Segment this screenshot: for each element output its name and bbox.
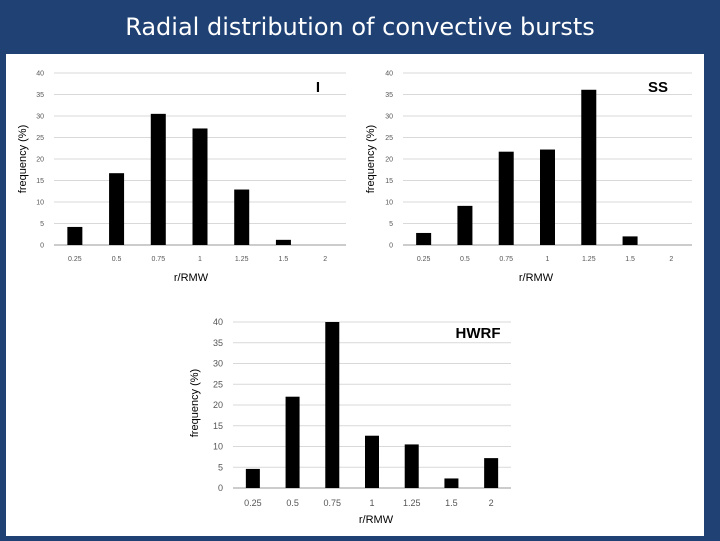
chart-i-ytick-label: 20: [36, 156, 44, 163]
chart-i-xlabel: r/RMW: [174, 272, 209, 284]
chart-i-xtick-label: 1: [198, 256, 202, 263]
chart-hwrf-xtick-label: 0.25: [244, 498, 262, 508]
chart-ss-ytick-label: 35: [385, 92, 393, 99]
chart-i-ytick-label: 0: [40, 242, 44, 249]
chart-i-bar: [234, 189, 250, 245]
chart-hwrf-ytick-label: 30: [213, 359, 223, 369]
chart-ss-xtick-label: 2: [669, 256, 673, 263]
chart-i-ytick-label: 25: [36, 135, 44, 142]
chart-i-xtick-label: 0.5: [112, 256, 122, 263]
chart-hwrf-ytick-label: 35: [213, 338, 223, 348]
chart-ss-ytick-label: 25: [385, 135, 393, 142]
chart-hwrf-bar: [484, 458, 499, 488]
chart-ss-bar: [622, 236, 638, 245]
chart-ss-ytick-label: 15: [385, 178, 393, 185]
chart-ss-ytick-label: 5: [389, 221, 393, 228]
chart-ss-xtick-label: 1: [546, 256, 550, 263]
chart-i: 0 5 10 15 20 25 30 35 40 0.25 0.5 0.75 1 1.25 1.5 2 Ir/R…: [17, 70, 346, 284]
chart-hwrf-xlabel: r/RMW: [359, 514, 394, 526]
chart-i-ylabel: frequency (%): [17, 125, 29, 193]
chart-i-title: I: [316, 79, 320, 96]
chart-hwrf-xtick-label: 0.75: [324, 498, 342, 508]
chart-i-ytick-label: 40: [36, 70, 44, 77]
chart-hwrf-bar: [365, 435, 379, 488]
chart-ss-ytick-label: 30: [385, 113, 393, 120]
chart-i-bar: [275, 239, 291, 245]
chart-i-ytick-label: 10: [36, 199, 44, 206]
chart-hwrf-bar: [404, 444, 419, 488]
chart-i-bar: [192, 128, 208, 245]
chart-hwrf-title: HWRF: [456, 325, 501, 342]
chart-ss-xtick-label: 0.25: [417, 256, 431, 263]
chart-hwrf-ytick-label: 10: [213, 442, 223, 452]
chart-ss-xtick-label: 0.5: [460, 256, 470, 263]
chart-hwrf-bar: [325, 322, 340, 488]
chart-i-bar: [150, 113, 166, 245]
chart-i-bar: [67, 226, 83, 245]
chart-hwrf-xtick-label: 2: [489, 498, 494, 508]
chart-hwrf-xtick-label: 0.5: [286, 498, 299, 508]
chart-ss: 0 5 10 15 20 25 30 35 40 0.25 0.5 0.75 1 1.25 1.5 2 SS r/…: [365, 70, 692, 284]
chart-hwrf-bar: [245, 468, 260, 488]
chart-ss-title: SS: [648, 79, 668, 96]
chart-ss-ytick-label: 10: [385, 199, 393, 206]
chart-i-xtick-label: 1.5: [279, 256, 289, 263]
chart-i-bar: [109, 173, 125, 245]
slide-title: Radial distribution of convective bursts: [125, 13, 595, 41]
chart-ss-ytick-label: 20: [385, 156, 393, 163]
chart-i-xtick-label: 0.75: [151, 256, 165, 263]
chart-hwrf-ytick-label: 0: [218, 483, 223, 493]
chart-hwrf-ylabel: frequency (%): [189, 369, 201, 437]
chart-ss-bar: [457, 205, 473, 245]
chart-ss-ytick-label: 0: [389, 242, 393, 249]
chart-ss-bar: [416, 232, 432, 245]
chart-hwrf-bar: [285, 396, 300, 488]
chart-hwrf-ytick-label: 25: [213, 379, 223, 389]
chart-hwrf-ytick-label: 5: [218, 462, 223, 472]
chart-hwrf-ytick-label: 40: [213, 317, 223, 327]
chart-i-ytick-label: 5: [40, 221, 44, 228]
chart-ss-xtick-label: 1.25: [582, 256, 596, 263]
chart-ss-bar: [540, 149, 555, 245]
chart-ss-bar: [581, 89, 597, 245]
chart-hwrf-ytick-label: 20: [213, 400, 223, 410]
chart-ss-xlabel: r/RMW: [519, 272, 554, 284]
chart-hwrf: 0 5 10 15 20 25 30 35 40 0.25 0.5 0.75 1 1.25 1.5 2 HWRF…: [189, 317, 511, 526]
chart-i-ytick-label: 35: [36, 92, 44, 99]
chart-i-ytick-label: 15: [36, 178, 44, 185]
chart-ss-ytick-label: 40: [385, 70, 393, 77]
chart-ss-ylabel: frequency (%): [365, 125, 377, 193]
chart-hwrf-xtick-label: 1: [369, 498, 374, 508]
chart-ss-xtick-label: 1.5: [625, 256, 635, 263]
chart-i-ytick-label: 30: [36, 113, 44, 120]
chart-hwrf-bar: [444, 478, 459, 488]
chart-i-xtick-label: 1.25: [235, 256, 249, 263]
chart-ss-xtick-label: 0.75: [499, 256, 513, 263]
chart-i-xtick-label: 0.25: [68, 256, 82, 263]
chart-hwrf-xtick-label: 1.5: [445, 498, 458, 508]
chart-i-xtick-label: 2: [323, 256, 327, 263]
chart-hwrf-xtick-label: 1.25: [403, 498, 421, 508]
chart-ss-bar: [498, 151, 514, 245]
chart-hwrf-ytick-label: 15: [213, 421, 223, 431]
